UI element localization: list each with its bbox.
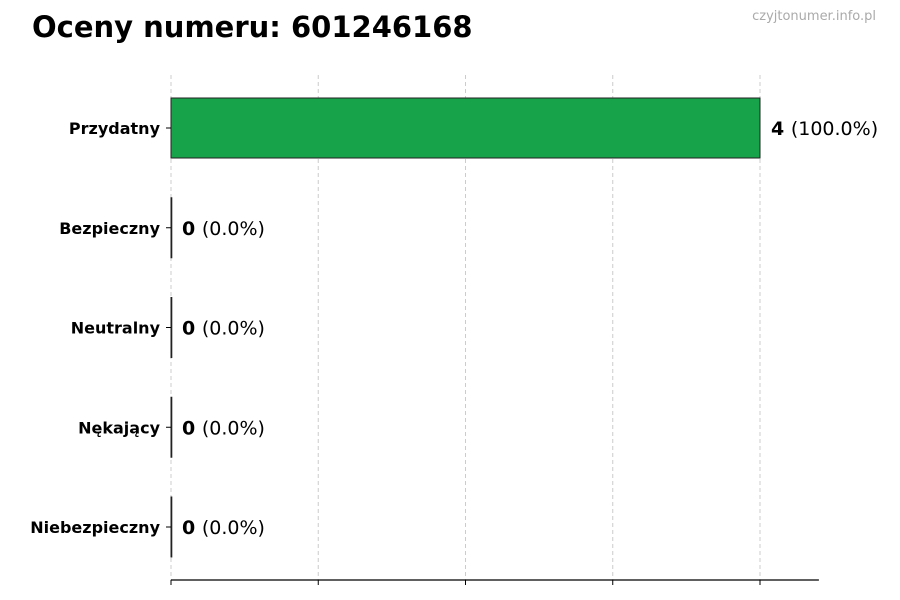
bar (170, 297, 173, 358)
data-label-value: 0 (182, 517, 202, 539)
data-label: 4 (100.0%) (771, 118, 878, 140)
data-label: 0 (0.0%) (182, 318, 265, 340)
chart-title: Oceny numeru: 601246168 (32, 10, 473, 44)
bar (170, 496, 173, 558)
category-label: Przydatny (69, 119, 161, 138)
data-label-value: 4 (771, 118, 791, 140)
data-label-value: 0 (182, 417, 202, 439)
data-label-percent: (0.0%) (202, 218, 265, 240)
data-label: 0 (0.0%) (182, 218, 265, 240)
category-label: Neutralny (71, 319, 161, 338)
data-label-value: 0 (182, 218, 202, 240)
data-label: 0 (0.0%) (182, 517, 265, 539)
data-label: 0 (0.0%) (182, 417, 265, 439)
data-label-percent: (100.0%) (791, 118, 878, 140)
data-label-percent: (0.0%) (202, 417, 265, 439)
data-label-percent: (0.0%) (202, 318, 265, 340)
bar (170, 97, 761, 159)
bar (170, 396, 173, 458)
watermark: czyjtonumer.info.pl (752, 9, 876, 24)
data-label-percent: (0.0%) (202, 517, 265, 539)
category-label: Niebezpieczny (30, 518, 160, 537)
category-label: Bezpieczny (59, 219, 160, 238)
category-label: Nękający (78, 418, 160, 437)
data-label-value: 0 (182, 318, 202, 340)
bar (170, 197, 173, 259)
